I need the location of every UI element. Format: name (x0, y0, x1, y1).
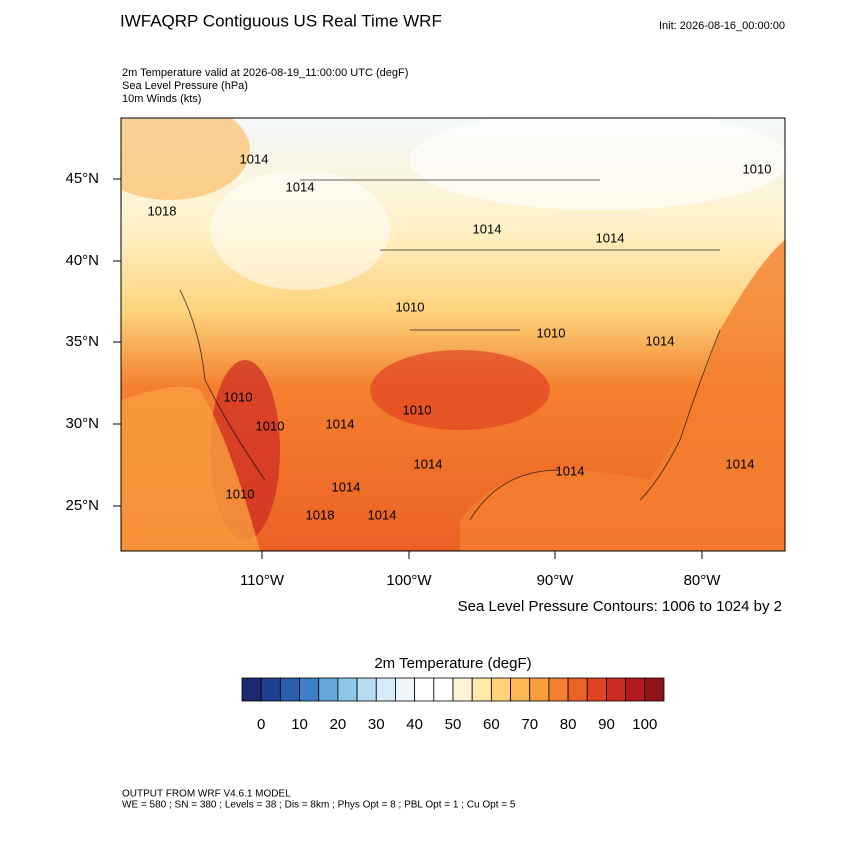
lon-label: 80°W (684, 572, 722, 589)
contour-label: 1014 (596, 230, 625, 245)
contour-label: 1014 (326, 416, 355, 431)
colorbar-label: 10 (291, 716, 308, 733)
colorbar-swatch (644, 677, 665, 702)
lat-label: 30°N (65, 415, 99, 432)
colorbar-label: 80 (560, 716, 577, 733)
map: 1014101410181014101410101010101010141010… (121, 118, 785, 551)
contour-label: 1010 (224, 389, 253, 404)
map-frame (120, 117, 786, 552)
contour-label: 1014 (332, 479, 361, 494)
colorbar-label: 60 (483, 716, 500, 733)
colorbar-swatch (433, 677, 454, 702)
lat-label: 35°N (65, 333, 99, 350)
colorbar-label: 50 (445, 716, 462, 733)
contour-label: 1010 (403, 402, 432, 417)
contour-label: 1018 (148, 203, 177, 218)
colorbar-swatch (241, 677, 262, 702)
colorbar-label: 100 (632, 716, 657, 733)
contour-label: 1014 (368, 507, 397, 522)
colorbar-swatch (471, 677, 492, 702)
init-time: Init: 2026-08-16_00:00:00 (659, 20, 785, 32)
contour-label: 1018 (306, 507, 335, 522)
colorbar-swatch (356, 677, 377, 702)
colorbar-label: 0 (257, 716, 265, 733)
colorbar-label: 40 (406, 716, 423, 733)
colorbar-swatch (337, 677, 358, 702)
colorbar-label: 90 (598, 716, 615, 733)
footer-line: OUTPUT FROM WRF V4.6.1 MODEL (122, 789, 291, 800)
lon-label: 100°W (386, 572, 432, 589)
colorbar-swatch (452, 677, 473, 702)
subtitle: 2m Temperature valid at 2026-08-19_11:00… (122, 67, 408, 79)
contour-label: 1014 (556, 463, 585, 478)
colorbar-label: 70 (521, 716, 538, 733)
contour-label: 1014 (646, 333, 675, 348)
colorbar-swatch (567, 677, 588, 702)
lon-label: 90°W (537, 572, 575, 589)
colorbar-swatch (279, 677, 300, 702)
contour-label: 1010 (256, 418, 285, 433)
contour-label: 1010 (537, 325, 566, 340)
lat-label: 25°N (65, 497, 99, 514)
contour-label: 1010 (743, 161, 772, 176)
contour-label: 1014 (473, 221, 502, 236)
lat-label: 45°N (65, 170, 99, 187)
lon-label: 110°W (240, 572, 285, 589)
colorbar-swatch (414, 677, 435, 702)
subtitle: 10m Winds (kts) (122, 93, 201, 105)
lat-label: 40°N (65, 252, 99, 269)
colorbar-swatch (548, 677, 569, 702)
contour-label: 1010 (396, 299, 425, 314)
colorbar-swatch (529, 677, 550, 702)
colorbar-label: 20 (330, 716, 347, 733)
colorbar-title: 2m Temperature (degF) (374, 655, 531, 672)
colorbar-swatch (606, 677, 627, 702)
subtitle: Sea Level Pressure (hPa) (122, 80, 248, 92)
contour-label: 1014 (286, 179, 315, 194)
colorbar-swatch (490, 677, 511, 702)
colorbar-swatch (375, 677, 396, 702)
colorbar-swatch (260, 677, 281, 702)
colorbar-swatch (625, 677, 646, 702)
contour-label: 1014 (240, 151, 269, 166)
contour-label: 1014 (414, 456, 443, 471)
colorbar-swatch (299, 677, 320, 702)
contour-label: 1014 (726, 456, 755, 471)
colorbar-swatch (586, 677, 607, 702)
colorbar-swatch (510, 677, 531, 702)
footer-line: WE = 580 ; SN = 380 ; Levels = 38 ; Dis … (122, 800, 516, 811)
contour-note: Sea Level Pressure Contours: 1006 to 102… (458, 598, 782, 615)
contour-label: 1010 (226, 486, 255, 501)
colorbar-swatch (318, 677, 339, 702)
colorbar-swatch (395, 677, 416, 702)
title: IWFAQRP Contiguous US Real Time WRF (120, 11, 442, 30)
colorbar-label: 30 (368, 716, 385, 733)
